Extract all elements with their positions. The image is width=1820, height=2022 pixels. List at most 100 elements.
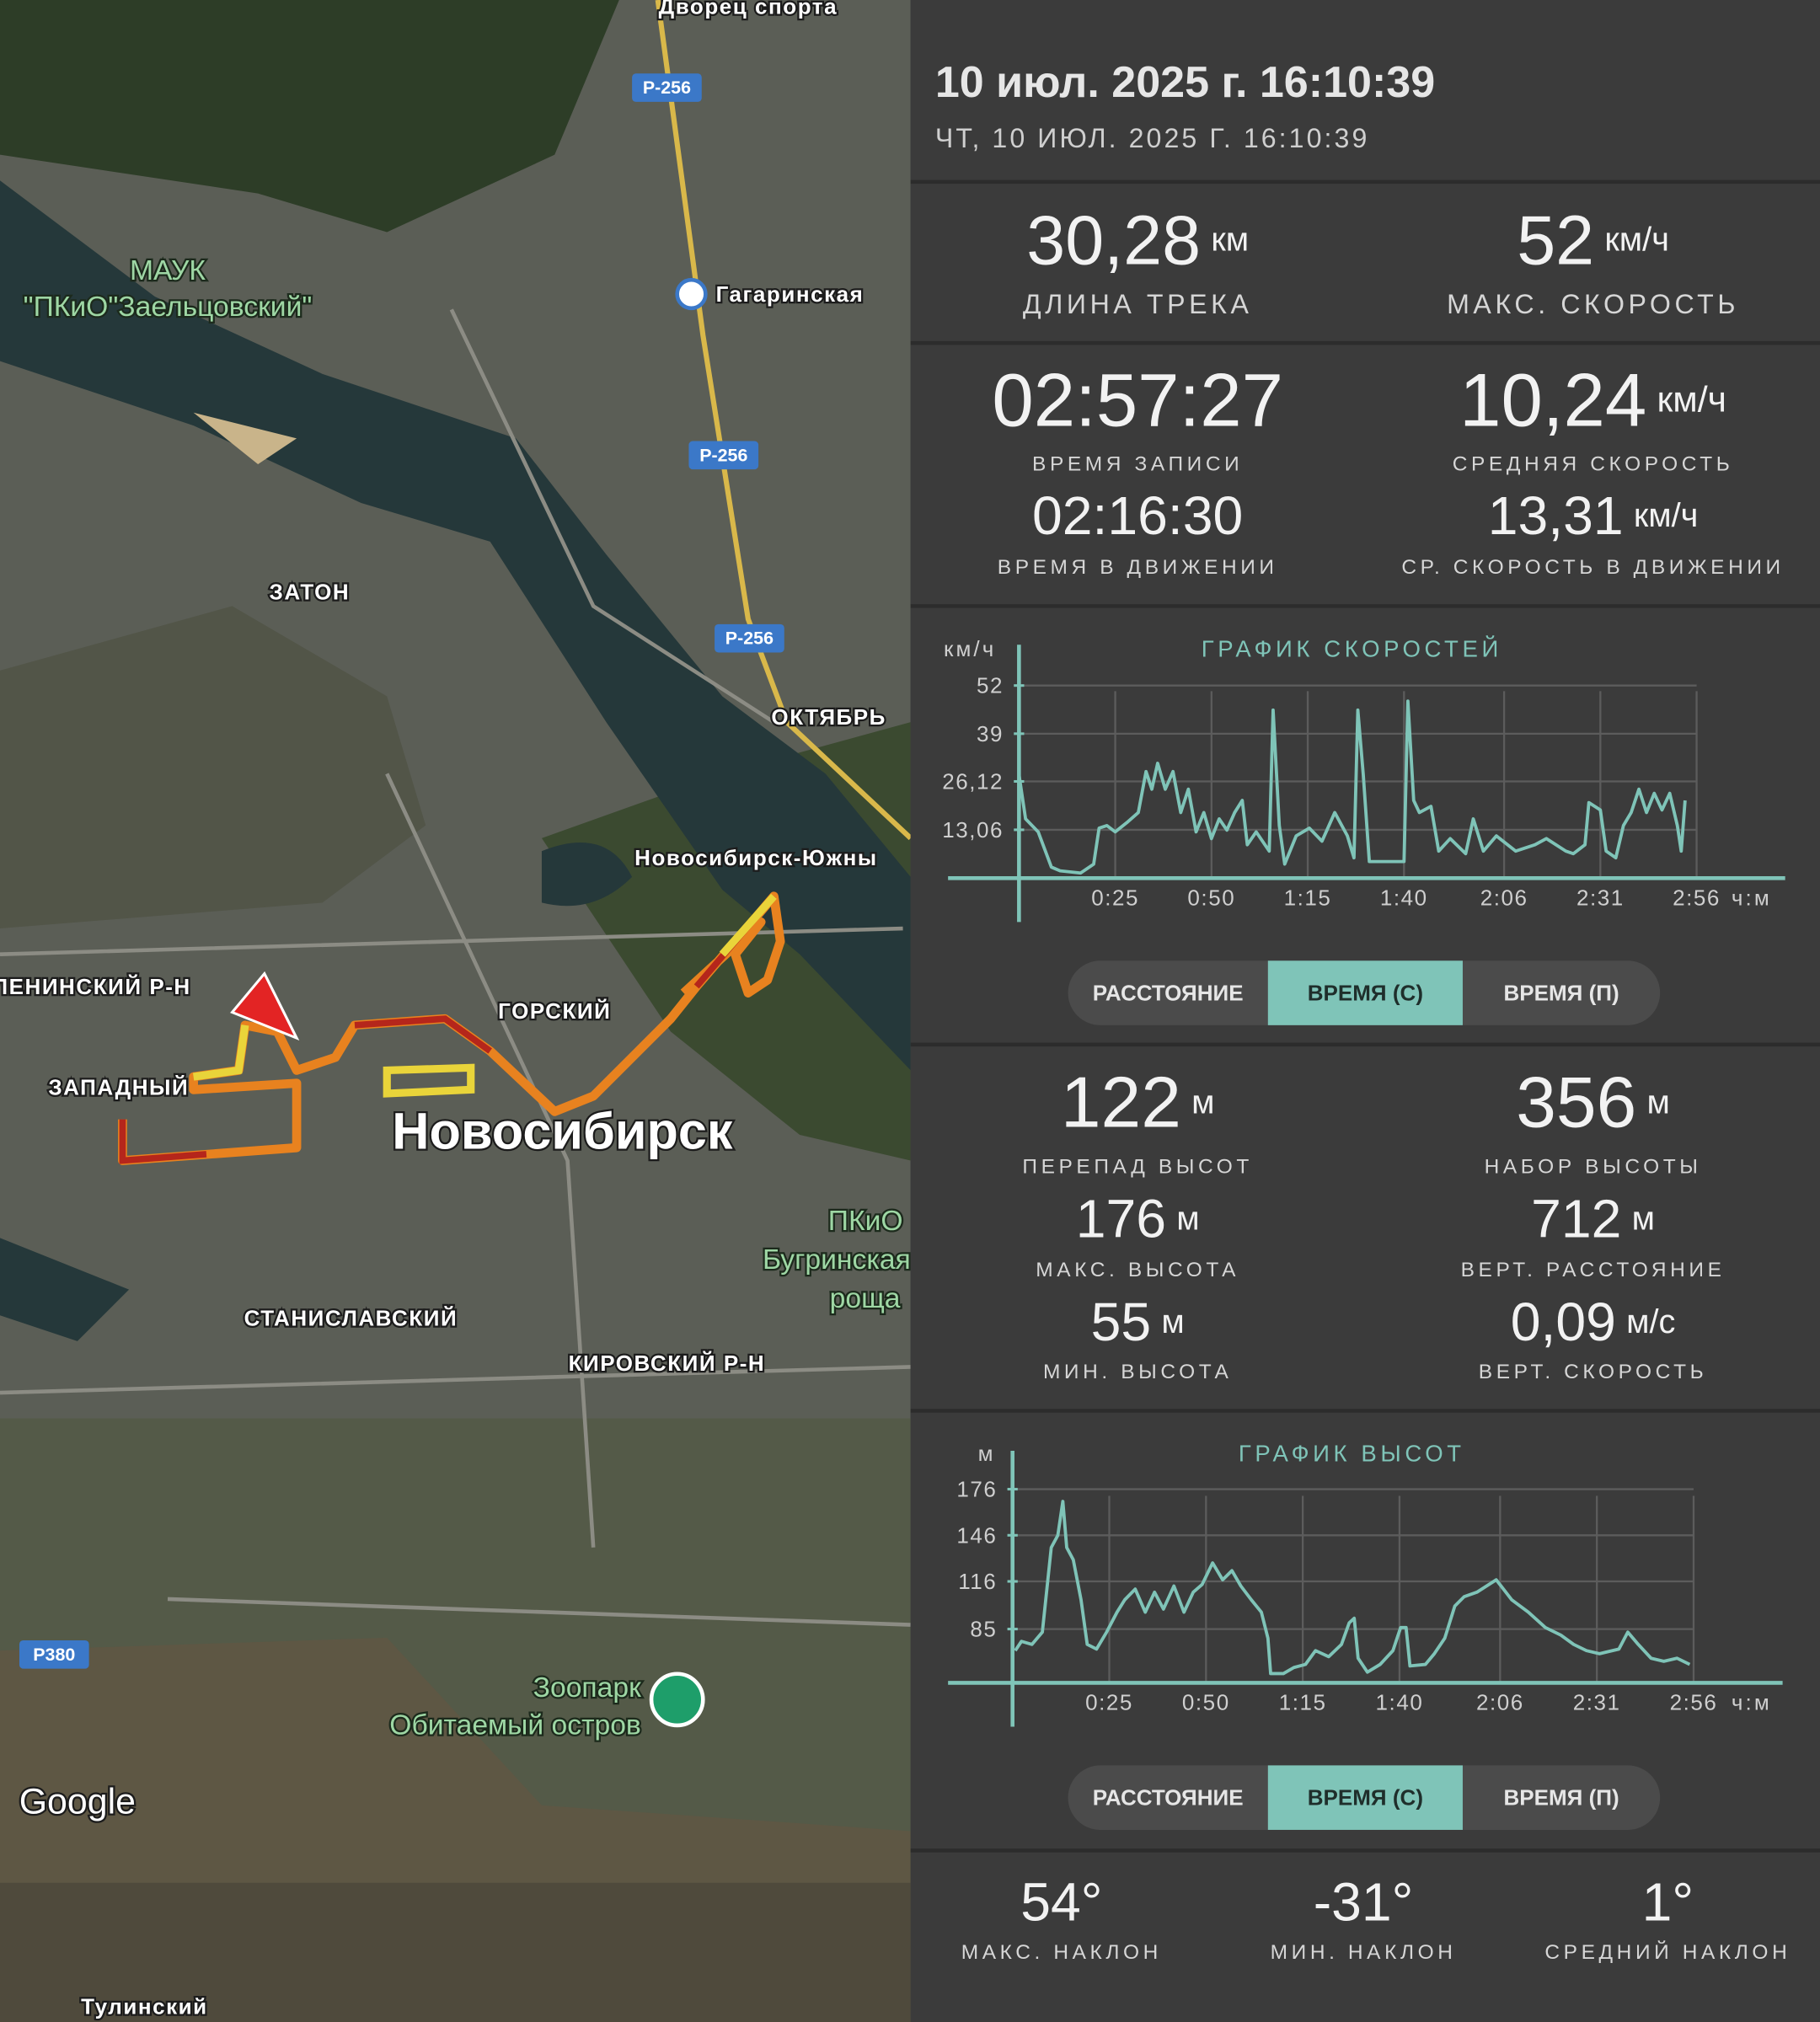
map-label: роща (830, 1283, 901, 1314)
stat-value: 122 м (1061, 1062, 1215, 1143)
stat-unit: км/ч (1634, 497, 1699, 534)
x-unit: ч:м (1732, 1689, 1772, 1714)
map-label: ОКТЯБРЬ (771, 704, 886, 730)
stat-unit: км/ч (1657, 379, 1726, 420)
stat-label: НАБОР ВЫСОТЫ (1485, 1156, 1702, 1179)
chart-title: ГРАФИК ВЫСОТ (1239, 1441, 1465, 1467)
segment-option[interactable]: ВРЕМЯ (С) (1308, 981, 1423, 1006)
stat-value: 30,28 км (1026, 201, 1249, 279)
map-label: Гагаринская (716, 281, 864, 307)
stat-label: МИН. ВЫСОТА (1043, 1361, 1232, 1383)
y-tick-label: 176 (956, 1477, 997, 1502)
metro-icon (675, 277, 708, 311)
stat-number: 30,28 (1026, 201, 1201, 279)
stat-value: 712 м (1531, 1188, 1655, 1249)
stat-value: 1° (1642, 1872, 1694, 1933)
map-label: Р380 (33, 1645, 75, 1665)
stat-unit: м (1191, 1084, 1214, 1121)
stat-label: СРЕДНИЙ НАКЛОН (1544, 1940, 1791, 1964)
stat-unit: км (1211, 222, 1249, 259)
stat-value: 356 м (1516, 1062, 1670, 1143)
map-label: Новосибирск (392, 1102, 733, 1159)
x-unit: ч:м (1732, 885, 1772, 910)
stat-value: 13,31 км/ч (1488, 485, 1699, 546)
segment-option[interactable]: ВРЕМЯ (П) (1504, 981, 1619, 1006)
data-line (1014, 1500, 1691, 1676)
stat-number: 356 (1516, 1062, 1636, 1143)
stat-value: 55 м (1091, 1292, 1185, 1352)
stat-number: 02:57:27 (992, 358, 1283, 441)
stat-number: 52 (1517, 201, 1594, 279)
segment-selected[interactable] (1267, 1765, 1463, 1830)
map-label: Р-256 (699, 445, 747, 465)
y-unit: км/ч (944, 636, 996, 661)
x-tick-label: 0:25 (1091, 885, 1139, 910)
y-tick-label: 146 (956, 1522, 997, 1548)
stat-label: ВЕРТ. РАССТОЯНИЕ (1461, 1259, 1726, 1281)
stat-number: 02:16:30 (1032, 485, 1243, 546)
stat-label: ПЕРЕПАД ВЫСОТ (1022, 1156, 1253, 1179)
segment-option[interactable]: РАССТОЯНИЕ (1093, 981, 1244, 1006)
x-tick-label: 0:50 (1187, 885, 1235, 910)
stat-unit: км/ч (1604, 222, 1669, 259)
x-tick-label: 0:25 (1085, 1689, 1133, 1714)
map-label: Обитаемый остров (389, 1709, 641, 1741)
x-tick-label: 2:56 (1673, 885, 1721, 910)
stat-label: СР. СКОРОСТЬ В ДВИЖЕНИИ (1401, 556, 1784, 579)
stat-number: 1° (1642, 1872, 1694, 1933)
x-tick-label: 1:40 (1380, 885, 1428, 910)
stat-label: МАКС. СКОРОСТЬ (1447, 289, 1739, 319)
map-label: СТАНИСЛАВСКИЙ (244, 1305, 458, 1330)
map-label: ЗАПАДНЫЙ (48, 1074, 189, 1099)
stat-number: 712 (1531, 1188, 1621, 1249)
stat-unit: м (1176, 1200, 1199, 1237)
road-badge (19, 1640, 89, 1669)
map-label: Р-256 (643, 78, 691, 98)
stat-value: 02:16:30 (1032, 485, 1243, 546)
stat-number: 13,31 (1488, 485, 1624, 546)
stat-number: 176 (1076, 1188, 1166, 1249)
map-label: Бугринская (763, 1244, 911, 1276)
segment-option[interactable]: ВРЕМЯ (П) (1504, 1785, 1619, 1811)
segment-selected[interactable] (1267, 960, 1463, 1025)
x-tick-label: 2:31 (1576, 885, 1625, 910)
stat-label: СРЕДНЯЯ СКОРОСТЬ (1453, 453, 1734, 476)
stat-unit: м (1161, 1303, 1184, 1340)
x-tick-label: 0:50 (1182, 1689, 1230, 1714)
segment-option[interactable]: РАССТОЯНИЕ (1093, 1785, 1244, 1811)
y-tick-label: 13,06 (942, 817, 1004, 842)
y-tick-label: 52 (977, 673, 1004, 698)
y-tick-label: 39 (977, 721, 1004, 746)
map-label: Дворец спорта (659, 0, 838, 19)
stat-number: 10,24 (1459, 358, 1646, 441)
stat-value: -31° (1314, 1872, 1414, 1933)
stat-label: МИН. НАКЛОН (1271, 1941, 1457, 1964)
map-label: "ПКиО"Заельцовский" (24, 292, 313, 323)
chart-title: ГРАФИК СКОРОСТЕЙ (1202, 635, 1502, 661)
y-tick-label: 26,12 (942, 768, 1004, 794)
stat-label: ВРЕМЯ В ДВИЖЕНИИ (998, 556, 1278, 579)
zoo-icon (649, 1672, 705, 1728)
map[interactable]: Дворец спорта Р-256 Р-256 Р-256 МАУК "ПКиО"За… (0, 0, 911, 2022)
stat-number: 55 (1091, 1292, 1152, 1352)
stat-value: 52 км/ч (1517, 201, 1669, 279)
map-label: ЗАТОН (270, 580, 351, 605)
x-tick-label: 2:06 (1476, 1689, 1524, 1714)
data-line (1017, 699, 1687, 875)
x-tick-label: 1:15 (1284, 885, 1332, 910)
stat-number: 54° (1020, 1872, 1102, 1933)
map-label: Р-256 (725, 629, 774, 649)
map-label: МАУК (130, 255, 206, 286)
segment-option[interactable]: ВРЕМЯ (С) (1308, 1785, 1423, 1811)
x-tick-label: 2:31 (1573, 1689, 1621, 1714)
x-tick-label: 2:56 (1670, 1689, 1718, 1714)
x-tick-label: 1:40 (1376, 1689, 1424, 1714)
stat-label: МАКС. НАКЛОН (961, 1941, 1162, 1964)
stat-number: 122 (1061, 1062, 1181, 1143)
stat-label: МАКС. ВЫСОТА (1036, 1259, 1239, 1281)
stat-unit: м (1632, 1200, 1655, 1237)
stat-value: 10,24 км/ч (1459, 358, 1726, 441)
stat-unit: м (1647, 1084, 1670, 1121)
stat-value: 176 м (1076, 1188, 1200, 1249)
stat-value: 0,09 м/с (1511, 1292, 1676, 1352)
